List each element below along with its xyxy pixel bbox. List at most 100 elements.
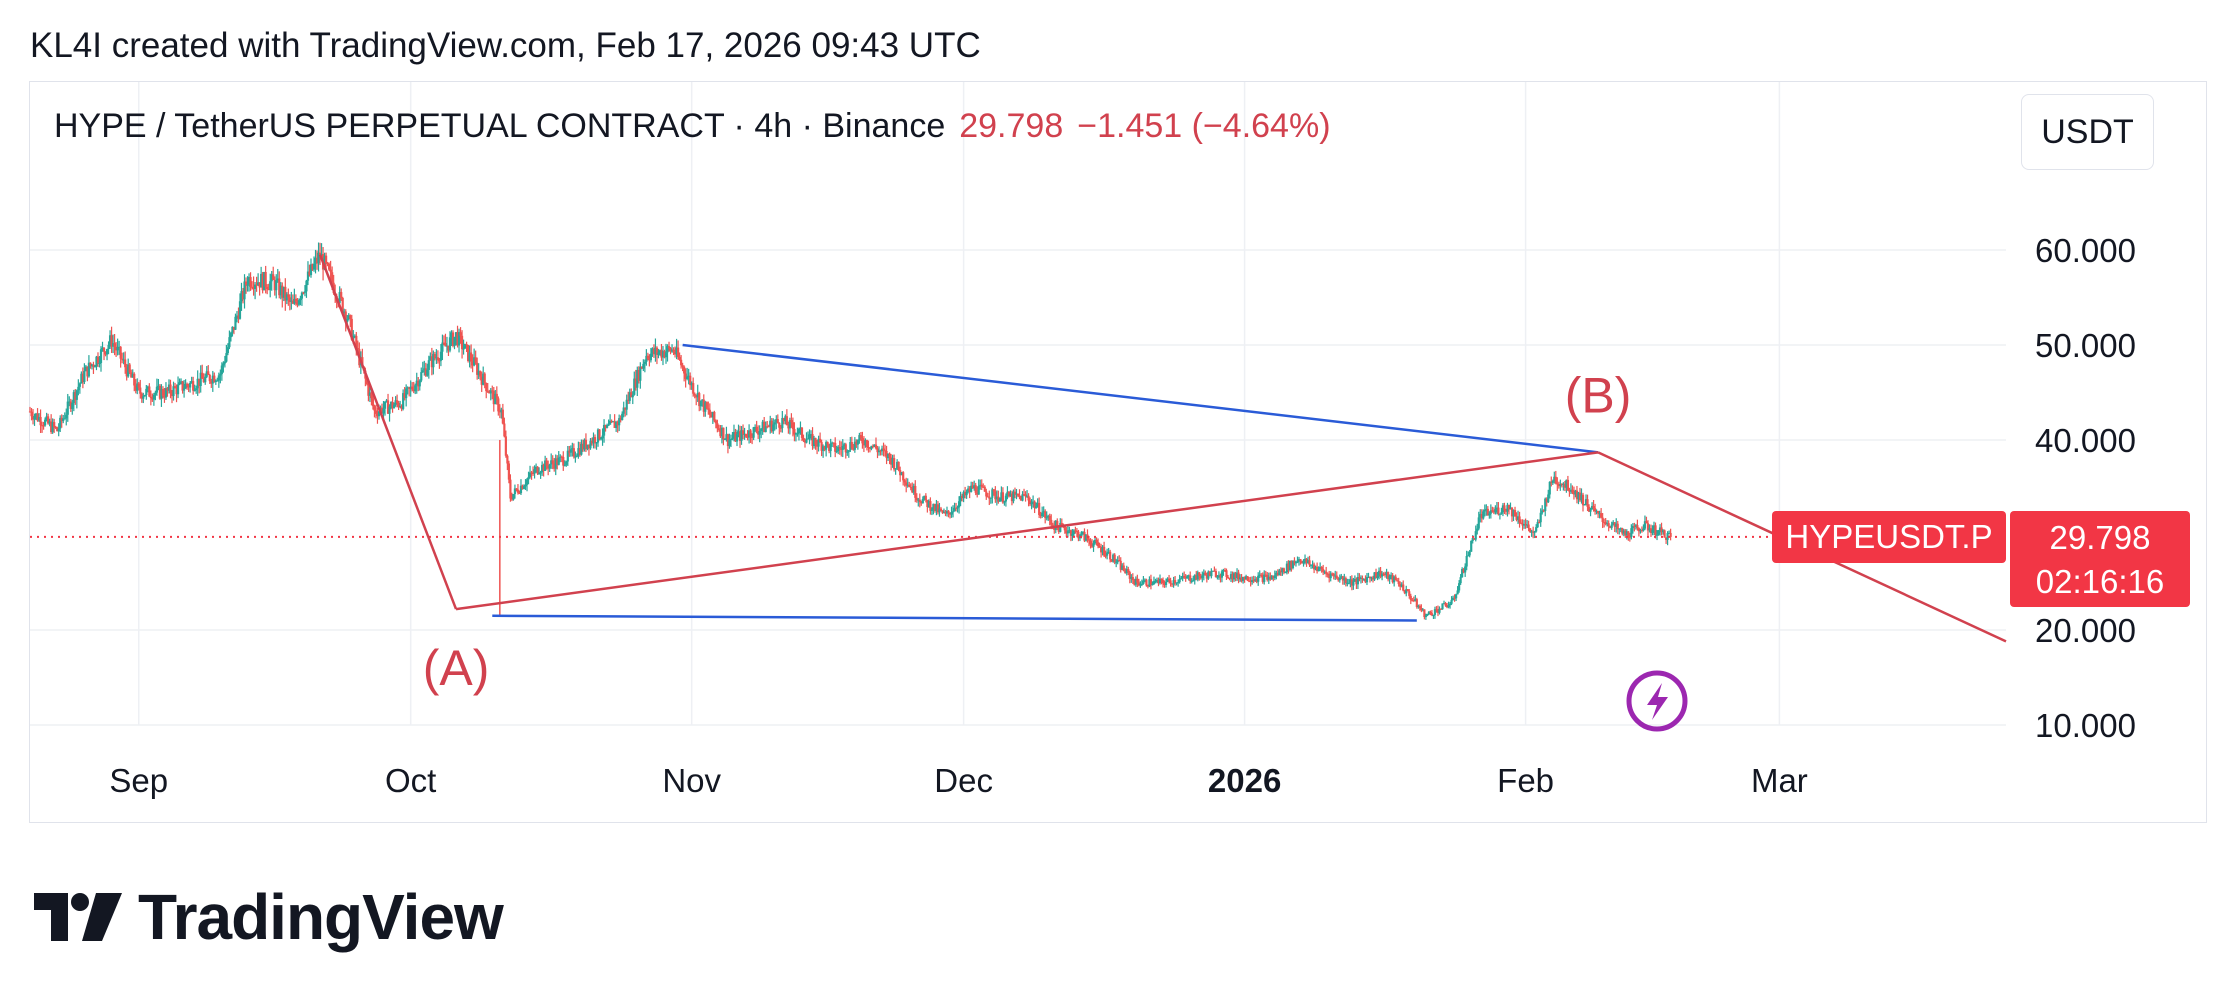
candle-body bbox=[1207, 571, 1210, 579]
candle-body bbox=[152, 394, 155, 400]
candle-body bbox=[287, 294, 290, 298]
candle-body bbox=[1586, 499, 1589, 507]
candle-body bbox=[217, 375, 220, 381]
y-tick-label: 10.000 bbox=[2035, 707, 2136, 744]
candle-body bbox=[148, 386, 151, 397]
candle-body bbox=[1577, 492, 1580, 500]
candle-body bbox=[785, 416, 788, 426]
candle-body bbox=[181, 381, 184, 391]
candle-body bbox=[838, 446, 841, 449]
candle-body bbox=[1341, 576, 1344, 581]
candle-body bbox=[1368, 576, 1372, 579]
candle-body bbox=[1498, 513, 1502, 515]
candle-body bbox=[808, 434, 811, 439]
candle-body bbox=[278, 278, 281, 296]
candle-body bbox=[896, 461, 899, 469]
candle-body bbox=[1423, 609, 1426, 618]
candle-body bbox=[544, 460, 547, 471]
candle-body bbox=[1509, 507, 1512, 510]
candle-body bbox=[1350, 579, 1353, 586]
candle-body bbox=[704, 402, 707, 412]
currency-selector[interactable]: USDT bbox=[2021, 94, 2154, 170]
chart-panel[interactable] bbox=[29, 81, 2207, 823]
candle-body bbox=[1222, 570, 1225, 572]
candle-body bbox=[806, 438, 810, 440]
candle-body bbox=[944, 511, 947, 514]
grid-lines bbox=[30, 82, 2006, 726]
trendline-blue bbox=[492, 614, 1417, 622]
candle-body bbox=[1275, 572, 1278, 576]
symbol-tag-label: HYPEUSDT.P bbox=[1785, 518, 1992, 555]
candle-body bbox=[1072, 530, 1075, 534]
candle-body bbox=[1331, 573, 1334, 575]
candle-body bbox=[1504, 510, 1508, 512]
candle-body bbox=[1444, 603, 1447, 606]
candle-body bbox=[844, 444, 847, 453]
candle-body bbox=[1553, 476, 1556, 482]
candle-body bbox=[530, 472, 533, 474]
candle-body bbox=[1187, 575, 1190, 577]
candle-body bbox=[284, 286, 287, 301]
candle-body bbox=[343, 311, 346, 313]
candle-body bbox=[373, 406, 376, 411]
symbol-tag-bg bbox=[1772, 511, 2006, 563]
price-tag[interactable]: HYPEUSDT.P 29.798 02:16:16 bbox=[1772, 511, 2190, 607]
candle-body bbox=[1228, 577, 1231, 579]
candle-body bbox=[1036, 502, 1039, 507]
candle-body bbox=[988, 496, 991, 499]
candle-body bbox=[1290, 560, 1293, 569]
candle-body bbox=[1655, 534, 1659, 536]
candle-body bbox=[69, 401, 72, 409]
tradingview-logo[interactable]: TradingView bbox=[34, 880, 504, 954]
candle-body bbox=[550, 460, 553, 465]
candle-body bbox=[1309, 564, 1313, 566]
candle-body bbox=[846, 451, 849, 453]
candle-body bbox=[976, 492, 979, 495]
candle-body bbox=[885, 450, 888, 459]
candle-body bbox=[380, 407, 384, 414]
candle-body bbox=[1503, 505, 1506, 511]
candle-body bbox=[50, 421, 53, 433]
candle-body bbox=[223, 361, 226, 364]
candle-body bbox=[1267, 576, 1270, 580]
candle-body bbox=[811, 434, 814, 447]
candle-body bbox=[1557, 484, 1560, 487]
candle-body bbox=[1382, 573, 1385, 575]
candle-body bbox=[967, 488, 970, 492]
candle-body bbox=[805, 439, 808, 443]
candle-body bbox=[1255, 579, 1258, 582]
candle-body bbox=[1152, 581, 1156, 585]
candle-body bbox=[648, 358, 651, 361]
candle-body bbox=[630, 392, 633, 398]
candle-body bbox=[850, 441, 853, 449]
tradingview-logo-icon bbox=[34, 893, 122, 941]
candle-body bbox=[42, 425, 45, 427]
candle-body bbox=[961, 495, 964, 499]
candle-body bbox=[760, 428, 763, 432]
candle-body bbox=[698, 393, 701, 407]
candle-body bbox=[1593, 508, 1597, 512]
candle-body bbox=[207, 371, 210, 375]
trendlines bbox=[30, 254, 2007, 643]
candle-body bbox=[1575, 490, 1579, 500]
candle-body bbox=[983, 486, 986, 492]
wave-line-red bbox=[318, 254, 458, 610]
candle-body bbox=[1133, 580, 1136, 585]
candle-body bbox=[249, 277, 252, 287]
candle-body bbox=[1399, 584, 1402, 587]
candle-body bbox=[86, 366, 89, 377]
candle-body bbox=[1542, 510, 1545, 512]
candle-body bbox=[492, 391, 495, 405]
candle-body bbox=[539, 472, 542, 474]
candle-body bbox=[1219, 575, 1222, 578]
candle-body bbox=[1172, 580, 1175, 585]
lightning-icon[interactable] bbox=[1626, 670, 1688, 732]
candle-body bbox=[1225, 570, 1228, 577]
candle-body bbox=[397, 402, 400, 407]
candle-body bbox=[861, 438, 864, 444]
candle-body bbox=[664, 352, 668, 358]
candle-body bbox=[1063, 526, 1066, 531]
candle-body bbox=[1148, 579, 1151, 587]
candle-body bbox=[761, 421, 764, 429]
